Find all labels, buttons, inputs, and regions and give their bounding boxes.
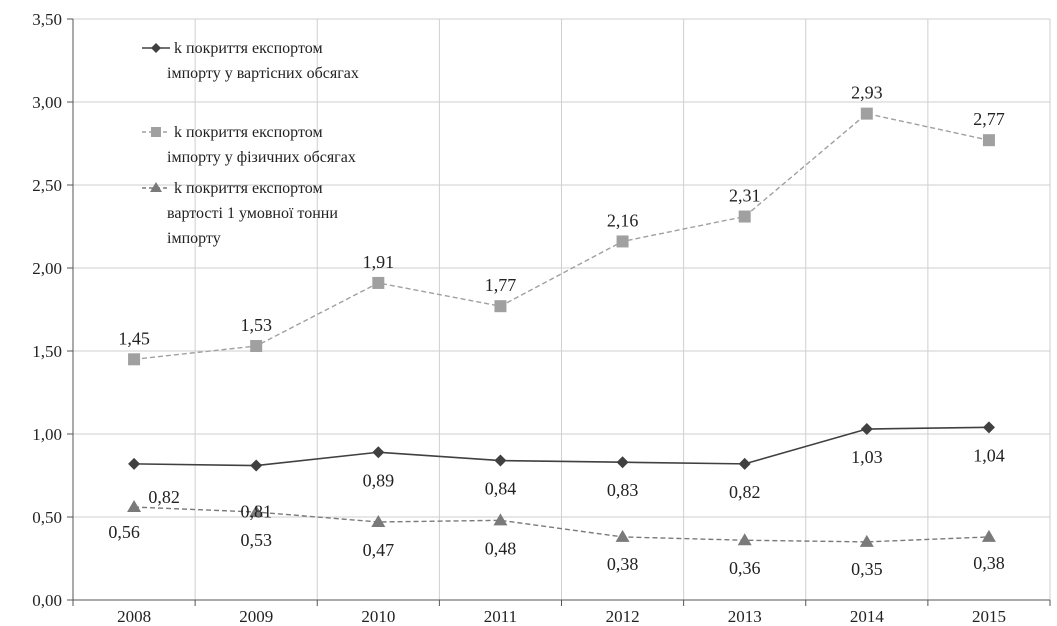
data-label: 1,04 (973, 445, 1005, 465)
data-label: 0,38 (607, 554, 639, 574)
data-label: 0,83 (607, 480, 639, 500)
data-point (128, 457, 141, 470)
data-label: 0,82 (729, 482, 761, 502)
legend-label: k покриття експортом (174, 40, 323, 57)
x-tick-label: 2015 (972, 607, 1006, 626)
data-point (859, 534, 874, 547)
x-tick-label: 2014 (850, 607, 885, 626)
data-label: 0,47 (363, 540, 395, 560)
data-label: 0,38 (973, 553, 1005, 573)
x-tick-label: 2009 (239, 607, 273, 626)
data-label: 2,31 (729, 186, 761, 206)
data-label: 0,84 (485, 479, 517, 499)
data-point (494, 454, 507, 467)
data-point (981, 529, 996, 542)
y-tick-label: 2,50 (32, 176, 62, 195)
legend-marker (151, 43, 161, 53)
data-point (738, 457, 751, 470)
data-point (737, 533, 752, 546)
series-line (134, 506, 989, 543)
data-label: 1,77 (485, 275, 517, 295)
data-point (860, 107, 873, 120)
data-point (372, 446, 385, 459)
data-point (982, 421, 995, 434)
y-tick-label: 1,00 (32, 425, 62, 444)
y-tick-label: 3,00 (32, 93, 62, 112)
data-point (250, 459, 263, 472)
data-point (249, 505, 264, 518)
data-point (738, 210, 751, 223)
data-label: 0,35 (851, 559, 883, 579)
x-tick-label: 2011 (484, 607, 517, 626)
legend-label: імпорту у фізичних обсягах (167, 149, 356, 166)
x-tick-label: 2008 (117, 607, 151, 626)
data-point (250, 340, 263, 353)
y-tick-label: 0,00 (32, 591, 62, 610)
legend-label: імпорту у вартісних обсягах (167, 65, 359, 82)
data-point (128, 353, 141, 366)
y-tick-label: 1,50 (32, 342, 62, 361)
data-point (494, 300, 507, 313)
data-label: 0,82 (148, 487, 180, 507)
data-point (860, 423, 873, 436)
x-tick-label: 2012 (606, 607, 640, 626)
data-label: 0,81 (240, 502, 272, 522)
data-point (982, 134, 995, 147)
series-markers (127, 107, 996, 547)
legend-marker (150, 182, 162, 192)
x-tick-label: 2013 (728, 607, 762, 626)
series-line (134, 426, 989, 467)
data-label: 2,93 (851, 83, 883, 103)
x-tick-label: 2010 (361, 607, 395, 626)
data-label: 0,53 (240, 530, 272, 550)
y-tick-label: 3,50 (32, 10, 62, 29)
data-label: 0,48 (485, 538, 517, 558)
data-label: 1,53 (240, 315, 272, 335)
data-point (372, 276, 385, 289)
series-line (133, 112, 990, 360)
legend-label: k покриття експортом (174, 180, 323, 197)
legend: k покриття експортом імпорту у вартісних … (142, 40, 359, 247)
data-point (615, 529, 630, 542)
grid (73, 18, 1051, 600)
data-label: 0,56 (108, 522, 140, 542)
data-point (616, 456, 629, 469)
data-point (371, 514, 386, 527)
data-labels: 0,82 0,81 0,89 0,84 0,83 0,82 1,03 1,04 1,45 1,53… (108, 83, 1004, 579)
legend-marker (151, 127, 161, 137)
data-label: 1,45 (118, 328, 150, 348)
legend-label: вартості 1 умовної тонни (167, 205, 338, 222)
legend-label: імпорту (167, 230, 221, 247)
data-label: 0,89 (363, 470, 395, 490)
data-label: 2,16 (607, 210, 639, 230)
data-label: 0,36 (729, 558, 761, 578)
data-label: 1,03 (851, 447, 883, 467)
data-point (127, 500, 142, 513)
data-label: 1,91 (363, 252, 395, 272)
series-lines (133, 112, 990, 543)
legend-label: k покриття експортом (174, 124, 323, 141)
data-point (616, 235, 629, 248)
axes: 0,00 0,50 1,00 1,50 2,00 2,50 3,00 3,50 2008 2009… (32, 10, 1051, 626)
y-tick-label: 2,00 (32, 259, 62, 278)
data-point (493, 513, 508, 526)
y-tick-label: 0,50 (32, 508, 62, 527)
data-label: 2,77 (973, 109, 1005, 129)
